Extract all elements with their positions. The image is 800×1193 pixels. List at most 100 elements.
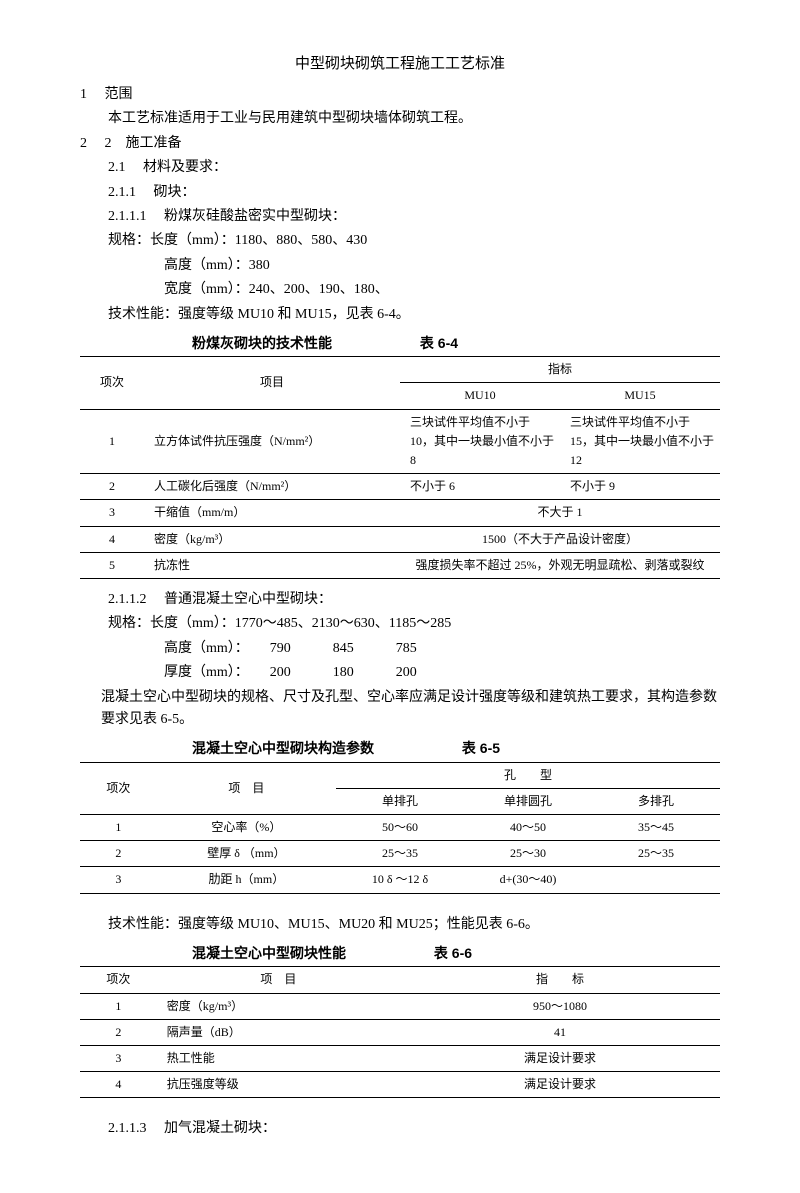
cell: 隔声量（dB） xyxy=(157,1019,400,1045)
t65-num: 表 6-5 xyxy=(462,740,500,756)
th: 孔 型 xyxy=(336,762,720,788)
section-2-1-1-2: 2.1.1.2 普通混凝土空心中型砌块： xyxy=(80,589,720,611)
sec2113-label: 加气混凝土砌块： xyxy=(164,1121,276,1136)
cell: 密度（kg/m³） xyxy=(157,993,400,1019)
th-mu10: MU10 xyxy=(400,383,560,409)
cell: 4 xyxy=(80,526,144,552)
spec2-note: 混凝土空心中型砌块的规格、尺寸及孔型、空心率应满足设计强度等级和建筑热工要求，其… xyxy=(80,687,720,732)
cell: 密度（kg/m³） xyxy=(144,526,400,552)
section-1-body: 本工艺标准适用于工业与民用建筑中型砌块墙体砌筑工程。 xyxy=(80,108,720,130)
cell: 不小于 6 xyxy=(400,474,560,500)
tech1: 技术性能：强度等级 MU10 和 MU15，见表 6-4。 xyxy=(80,304,720,326)
table-row: 2 隔声量（dB） 41 xyxy=(80,1019,720,1045)
cell: 2 xyxy=(80,841,157,867)
th: 项 目 xyxy=(157,967,400,993)
cell: 5 xyxy=(80,552,144,578)
table-row: 2 人工碳化后强度（N/mm²） 不小于 6 不小于 9 xyxy=(80,474,720,500)
cell: 3 xyxy=(80,1046,157,1072)
cell: 3 xyxy=(80,867,157,893)
cell: 抗冻性 xyxy=(144,552,400,578)
section-2-label: 2 施工准备 xyxy=(105,136,182,151)
cell: 立方体试件抗压强度（N/mm²） xyxy=(144,409,400,474)
th: 项 目 xyxy=(157,762,336,814)
sec211-label: 砌块： xyxy=(154,185,196,200)
section-2-1-1-3: 2.1.1.3 加气混凝土砌块： xyxy=(80,1118,720,1140)
cell: 满足设计要求 xyxy=(400,1046,720,1072)
cell: 1 xyxy=(80,815,157,841)
th: 项次 xyxy=(80,762,157,814)
cell: 3 xyxy=(80,500,144,526)
t65-title-text: 混凝土空心中型砌块构造参数 xyxy=(192,740,374,756)
cell: 25～35 xyxy=(592,841,720,867)
table-row: 3 热工性能 满足设计要求 xyxy=(80,1046,720,1072)
section-2: 2 2 施工准备 xyxy=(80,133,720,155)
th: 单排孔 xyxy=(336,788,464,814)
section-1-label: 范围 xyxy=(105,87,133,102)
cell: 壁厚 δ （mm） xyxy=(157,841,336,867)
cell: 35～45 xyxy=(592,815,720,841)
cell: 10 δ ～12 δ xyxy=(336,867,464,893)
spec1-len: 规格：长度（mm）：1180、880、580、430 xyxy=(80,230,720,252)
cell: 25～30 xyxy=(464,841,592,867)
th: 多排孔 xyxy=(592,788,720,814)
table-row: 项次 项目 指标 xyxy=(80,357,720,383)
table-row: 5 抗冻性 强度损失率不超过 25%，外观无明显疏松、剥落或裂纹 xyxy=(80,552,720,578)
cell: 强度损失率不超过 25%，外观无明显疏松、剥落或裂纹 xyxy=(400,552,720,578)
table-6-4: 项次 项目 指标 MU10 MU15 1 立方体试件抗压强度（N/mm²） 三块… xyxy=(80,356,720,579)
cell: 三块试件平均值不小于 10，其中一块最小值不小于 8 xyxy=(400,409,560,474)
table-row: 2 壁厚 δ （mm） 25～35 25～30 25～35 xyxy=(80,841,720,867)
cell: 4 xyxy=(80,1072,157,1098)
sec2112-label: 普通混凝土空心中型砌块： xyxy=(164,592,332,607)
cell: 不大于 1 xyxy=(400,500,720,526)
t64-num: 表 6-4 xyxy=(420,335,458,351)
table-row: 4 密度（kg/m³） 1500（不大于产品设计密度） xyxy=(80,526,720,552)
t66-num: 表 6-6 xyxy=(434,945,472,961)
cell: 满足设计要求 xyxy=(400,1072,720,1098)
sec211-num: 2.1.1 xyxy=(108,185,136,200)
cell: 40～50 xyxy=(464,815,592,841)
cell: 抗压强度等级 xyxy=(157,1072,400,1098)
table65-title: 混凝土空心中型砌块构造参数 表 6-5 xyxy=(80,737,720,759)
section-2-1: 2.1 材料及要求： xyxy=(80,157,720,179)
spec2-thick: 厚度（mm）： 200 180 200 xyxy=(80,662,720,684)
t66-title-text: 混凝土空心中型砌块性能 xyxy=(192,945,346,961)
cell: 1 xyxy=(80,409,144,474)
th: 单排圆孔 xyxy=(464,788,592,814)
cell: 空心率（%） xyxy=(157,815,336,841)
cell: 1 xyxy=(80,993,157,1019)
cell: 人工碳化后强度（N/mm²） xyxy=(144,474,400,500)
doc-title: 中型砌块砌筑工程施工工艺标准 xyxy=(80,52,720,76)
table-6-6: 项次 项 目 指 标 1 密度（kg/m³） 950～1080 2 隔声量（dB… xyxy=(80,966,720,1098)
cell: 热工性能 xyxy=(157,1046,400,1072)
cell: 肋距 h（mm） xyxy=(157,867,336,893)
section-2-1-1: 2.1.1 砌块： xyxy=(80,182,720,204)
table-row: 1 立方体试件抗压强度（N/mm²） 三块试件平均值不小于 10，其中一块最小值… xyxy=(80,409,720,474)
sec2113-num: 2.1.1.3 xyxy=(108,1121,147,1136)
table-row: 项次 项 目 指 标 xyxy=(80,967,720,993)
cell: 950～1080 xyxy=(400,993,720,1019)
sec2111-label: 粉煤灰硅酸盐密实中型砌块： xyxy=(164,209,346,224)
table-6-5: 项次 项 目 孔 型 单排孔 单排圆孔 多排孔 1 空心率（%） 50～60 4… xyxy=(80,762,720,894)
th-mu15: MU15 xyxy=(560,383,720,409)
t64-title-text: 粉煤灰砌块的技术性能 xyxy=(192,335,332,351)
th: 项次 xyxy=(80,967,157,993)
th-seq: 项次 xyxy=(80,357,144,409)
cell: 41 xyxy=(400,1019,720,1045)
table-row: 3 干缩值（mm/m） 不大于 1 xyxy=(80,500,720,526)
tech2: 技术性能：强度等级 MU10、MU15、MU20 和 MU25；性能见表 6-6… xyxy=(80,914,720,936)
sec2111-num: 2.1.1.1 xyxy=(108,209,147,224)
section-2-1-1-1: 2.1.1.1 粉煤灰硅酸盐密实中型砌块： xyxy=(80,206,720,228)
sec21-num: 2.1 xyxy=(108,160,126,175)
table-row: 项次 项 目 孔 型 xyxy=(80,762,720,788)
cell: 25～35 xyxy=(336,841,464,867)
sec21-label: 材料及要求： xyxy=(143,160,227,175)
cell: 干缩值（mm/m） xyxy=(144,500,400,526)
cell: 三块试件平均值不小于 15，其中一块最小值不小于 12 xyxy=(560,409,720,474)
table66-title: 混凝土空心中型砌块性能 表 6-6 xyxy=(80,942,720,964)
cell: d+(30～40) xyxy=(464,867,592,893)
spec1-height: 高度（mm）：380 xyxy=(80,255,720,277)
table-row: 1 空心率（%） 50～60 40～50 35～45 xyxy=(80,815,720,841)
section-2-num: 2 xyxy=(80,136,87,151)
cell: 1500（不大于产品设计密度） xyxy=(400,526,720,552)
table64-title: 粉煤灰砌块的技术性能 表 6-4 xyxy=(80,332,720,354)
